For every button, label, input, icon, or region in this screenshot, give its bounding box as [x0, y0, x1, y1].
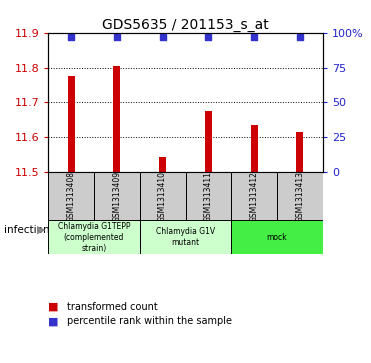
- Bar: [296, 132, 303, 172]
- Text: ▶: ▶: [37, 225, 46, 235]
- Text: GSM1313409: GSM1313409: [112, 171, 121, 222]
- Bar: [48, 172, 94, 220]
- Bar: [277, 172, 323, 220]
- Bar: [186, 172, 231, 220]
- Text: Chlamydia G1V
mutant: Chlamydia G1V mutant: [156, 227, 215, 247]
- Title: GDS5635 / 201153_s_at: GDS5635 / 201153_s_at: [102, 18, 269, 32]
- Text: GSM1313408: GSM1313408: [67, 171, 76, 222]
- Text: infection: infection: [4, 225, 49, 235]
- Bar: [94, 172, 140, 220]
- Text: GSM1313410: GSM1313410: [158, 171, 167, 222]
- Text: GSM1313413: GSM1313413: [295, 171, 304, 222]
- Point: [160, 34, 165, 40]
- Bar: [231, 220, 323, 254]
- Bar: [140, 172, 186, 220]
- Text: mock: mock: [267, 233, 287, 242]
- Text: GSM1313412: GSM1313412: [250, 171, 259, 222]
- Bar: [159, 156, 166, 172]
- Text: Chlamydia G1TEPP
(complemented
strain): Chlamydia G1TEPP (complemented strain): [58, 221, 130, 253]
- Bar: [205, 111, 212, 172]
- Point: [68, 34, 74, 40]
- Bar: [48, 220, 140, 254]
- Point: [297, 34, 303, 40]
- Bar: [114, 66, 120, 172]
- Point: [251, 34, 257, 40]
- Text: percentile rank within the sample: percentile rank within the sample: [67, 316, 232, 326]
- Bar: [140, 220, 231, 254]
- Text: ■: ■: [48, 316, 59, 326]
- Point: [206, 34, 211, 40]
- Bar: [68, 76, 75, 172]
- Bar: [231, 172, 277, 220]
- Text: transformed count: transformed count: [67, 302, 158, 312]
- Point: [114, 34, 120, 40]
- Text: GSM1313411: GSM1313411: [204, 171, 213, 222]
- Text: ■: ■: [48, 302, 59, 312]
- Bar: [251, 125, 257, 172]
